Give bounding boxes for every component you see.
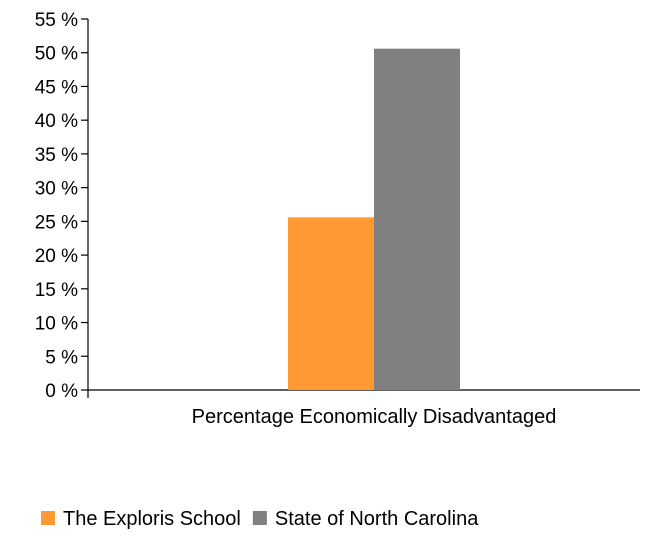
y-tick-label: 50 %: [35, 44, 78, 65]
y-tick-label: 25 %: [35, 212, 78, 233]
y-tick-label: 40 %: [35, 111, 78, 132]
legend-label: State of North Carolina: [275, 508, 479, 530]
legend: The Exploris School State of North Caroli…: [41, 508, 479, 530]
y-tick-label: 0 %: [45, 381, 78, 402]
bars: [288, 48, 460, 391]
y-tick-label: 5 %: [45, 347, 78, 368]
y-tick-label: 10 %: [35, 314, 78, 335]
bar-state-of-north-carolina: [374, 48, 460, 391]
y-tick-label: 15 %: [35, 280, 78, 301]
y-tick-label: 35 %: [35, 145, 78, 166]
y-tick-label: 20 %: [35, 246, 78, 267]
legend-swatch: [252, 511, 267, 525]
legend-swatch: [41, 511, 55, 525]
y-tick-label: 55 %: [35, 10, 78, 31]
y-tick-label: 45 %: [35, 77, 78, 98]
bar-the-exploris-school: [288, 217, 374, 390]
y-tick-label: 30 %: [35, 179, 78, 200]
category-labels: Percentage Economically Disadvantaged: [192, 406, 557, 428]
x-category-label: Percentage Economically Disadvantaged: [192, 406, 557, 428]
legend-label: The Exploris School: [63, 508, 241, 530]
y-axis: 0 % 5 % 10 % 15 % 20 % 25 % 30 % 35 % 40 % 45 % 50…: [35, 10, 89, 402]
